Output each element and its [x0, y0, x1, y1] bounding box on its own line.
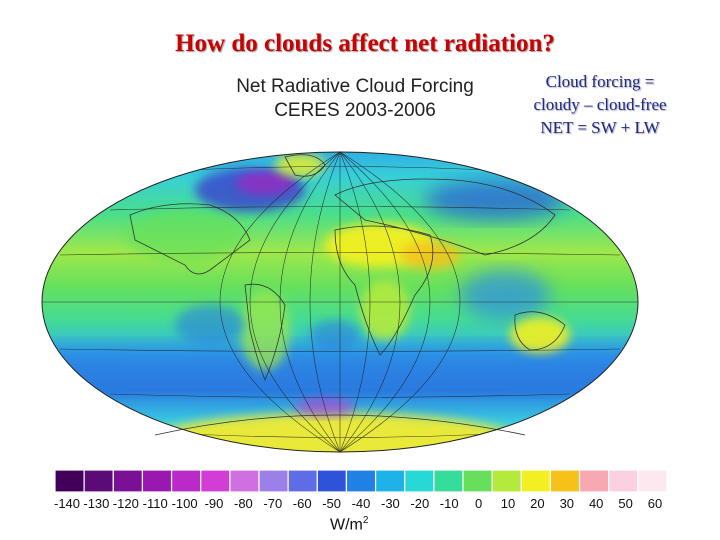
note-line-1: Cloud forcing = — [545, 72, 655, 91]
colorbar-tick-label: 10 — [500, 496, 516, 511]
colorbar-tick-label: -70 — [263, 496, 283, 511]
colorbar-tick-label: 50 — [618, 496, 633, 511]
colorbar-tick-label: -60 — [292, 496, 312, 511]
colorbar-swatch — [55, 470, 85, 492]
colorbar-tick-label: -100 — [171, 496, 198, 511]
colorbar-swatch — [345, 470, 377, 492]
colorbar-swatch — [141, 470, 173, 492]
colorbar-swatch — [374, 470, 406, 492]
world-map — [41, 151, 639, 453]
globe-outline — [41, 151, 639, 453]
colorbar-swatch — [433, 470, 464, 492]
colorbar-tick-label: 40 — [588, 496, 604, 511]
note-line-2: cloudy – cloud-free — [533, 95, 667, 114]
map-title: Net Radiative Cloud Forcing — [236, 76, 474, 97]
cloud-forcing-note: Cloud forcing = cloudy – cloud-free NET … — [505, 70, 695, 139]
colorbar-tick-label: -130 — [83, 496, 110, 511]
colorbar-tick-label: -10 — [439, 496, 459, 511]
colorbar-tick-label: -40 — [351, 496, 371, 511]
graticule — [42, 152, 638, 452]
units-label: W/m2 — [330, 515, 368, 534]
colorbar — [55, 470, 667, 492]
colorbar-tick-label: -120 — [112, 496, 139, 511]
coastlines — [129, 154, 566, 436]
colorbar-tick-label: 20 — [530, 496, 545, 511]
slide-title: How do clouds affect net radiation? — [175, 30, 555, 57]
colorbar-swatch — [578, 470, 610, 492]
colorbar-tick-label: -30 — [380, 496, 400, 511]
colorbar-swatch — [258, 470, 289, 492]
colorbar-tick-label: 60 — [647, 496, 663, 511]
colorbar-swatch — [316, 470, 348, 492]
colorbar-swatch — [112, 470, 144, 492]
colorbar-swatch — [608, 470, 639, 492]
colorbar-swatch — [549, 470, 581, 492]
colorbar-tick-label: -80 — [233, 496, 253, 511]
colorbar-tick-label: 30 — [559, 496, 575, 511]
colorbar-tick-label: 0 — [474, 496, 483, 511]
units-main: W/m — [330, 516, 363, 534]
note-line-3: NET = SW + LW — [540, 118, 660, 137]
units-exponent: 2 — [362, 515, 369, 526]
colorbar-tick-label: -110 — [142, 496, 168, 511]
colorbar-swatch — [491, 470, 522, 492]
colorbar-tick-label: -20 — [410, 496, 430, 511]
colorbar-swatch — [170, 470, 202, 492]
colorbar-swatch — [200, 470, 231, 492]
colorbar-tick-label: -140 — [53, 496, 81, 511]
map-subtitle: CERES 2003-2006 — [274, 100, 436, 121]
colorbar-tick-label: -90 — [204, 496, 224, 511]
colorbar-swatch — [462, 470, 493, 492]
colorbar-swatch — [637, 470, 667, 492]
colorbar-swatch — [520, 470, 552, 492]
colorbar-swatch — [83, 470, 114, 492]
colorbar-swatch — [404, 470, 435, 492]
colorbar-tick-label: -50 — [322, 496, 341, 511]
colorbar-swatch — [229, 470, 260, 492]
colorbar-swatch — [287, 470, 318, 492]
